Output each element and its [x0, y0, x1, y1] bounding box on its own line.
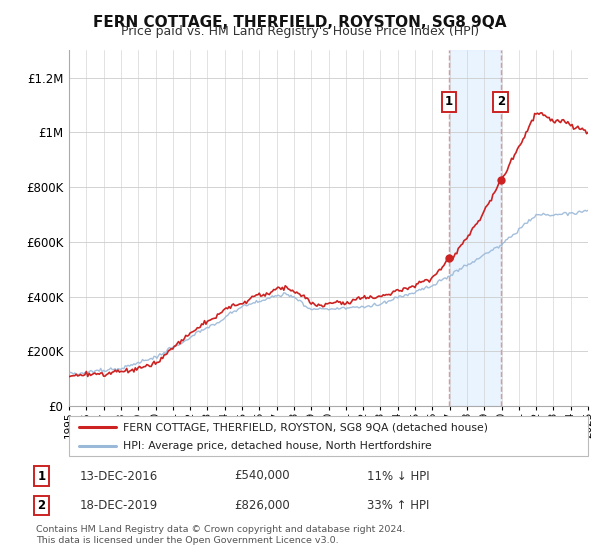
Text: 2: 2	[497, 95, 505, 109]
Text: 13-DEC-2016: 13-DEC-2016	[80, 469, 158, 483]
Bar	[449, 50, 501, 406]
Text: £540,000: £540,000	[235, 469, 290, 483]
Text: HPI: Average price, detached house, North Hertfordshire: HPI: Average price, detached house, Nort…	[124, 441, 432, 451]
Text: FERN COTTAGE, THERFIELD, ROYSTON, SG8 9QA: FERN COTTAGE, THERFIELD, ROYSTON, SG8 9Q…	[93, 15, 507, 30]
Text: 11% ↓ HPI: 11% ↓ HPI	[367, 469, 430, 483]
Text: 18-DEC-2019: 18-DEC-2019	[80, 499, 158, 512]
Text: 1: 1	[445, 95, 453, 109]
Text: 1: 1	[37, 469, 46, 483]
Text: Contains HM Land Registry data © Crown copyright and database right 2024.
This d: Contains HM Land Registry data © Crown c…	[36, 525, 406, 545]
FancyBboxPatch shape	[69, 416, 588, 456]
Text: 2: 2	[37, 499, 46, 512]
Text: £826,000: £826,000	[235, 499, 290, 512]
Text: Price paid vs. HM Land Registry's House Price Index (HPI): Price paid vs. HM Land Registry's House …	[121, 25, 479, 38]
Text: 33% ↑ HPI: 33% ↑ HPI	[367, 499, 430, 512]
Text: FERN COTTAGE, THERFIELD, ROYSTON, SG8 9QA (detached house): FERN COTTAGE, THERFIELD, ROYSTON, SG8 9Q…	[124, 422, 488, 432]
